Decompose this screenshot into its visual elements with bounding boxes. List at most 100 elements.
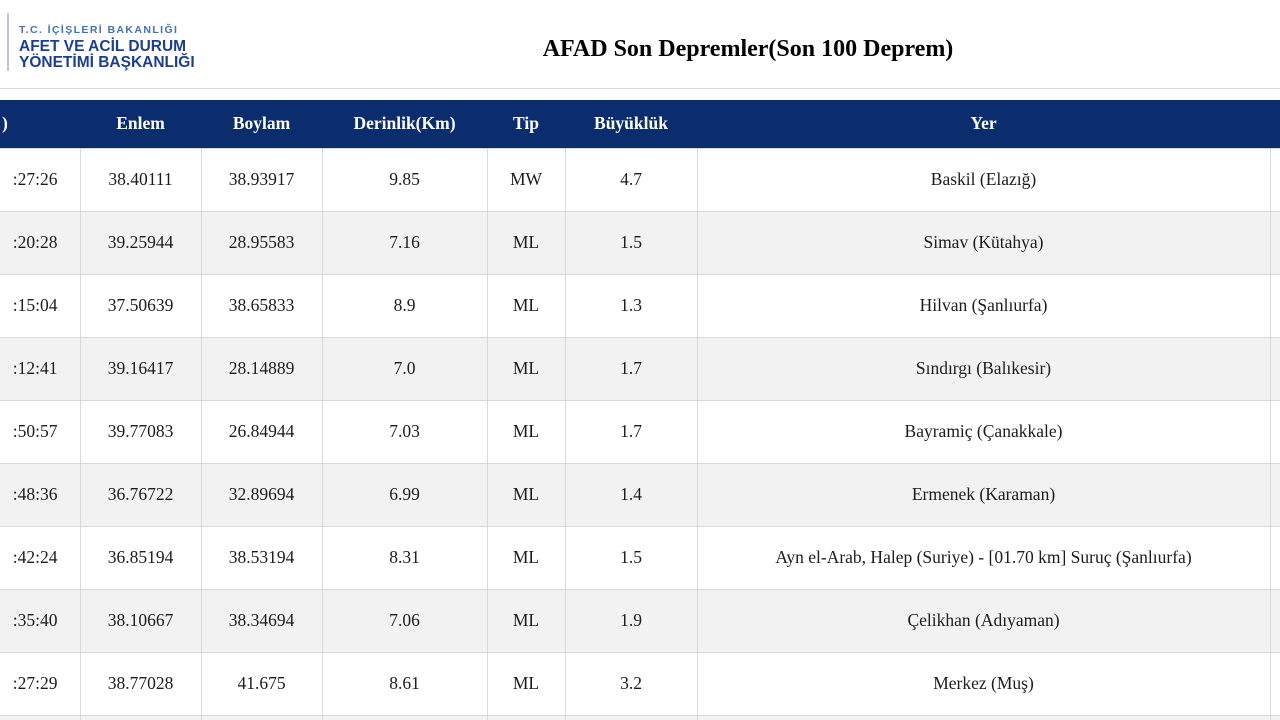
logo-text: T.C. İÇİŞLERİ BAKANLIĞI AFET VE ACİL DUR…: [19, 13, 195, 71]
table-header-row: ) Enlem Boylam Derinlik(Km) Tip Büyüklük…: [0, 100, 1280, 148]
cell-derinlik: 9.85: [321, 147, 488, 212]
cell-time-fragment: [0, 714, 81, 720]
cell-tip: ML: [486, 651, 566, 716]
cell-boylam: 41.675: [200, 651, 323, 716]
cell-buyukluk: 3.2: [564, 651, 698, 716]
cell-buyukluk: 1.3: [564, 273, 698, 338]
cell-buyukluk: 1.5: [564, 525, 698, 590]
cell-overflow: [1269, 210, 1280, 275]
cell-overflow: [1269, 651, 1280, 716]
cell-derinlik: 8.31: [321, 525, 488, 590]
cell-enlem: 39.25944: [79, 210, 202, 275]
cell-buyukluk: 1.7: [564, 336, 698, 401]
logo-agency-line-2: YÖNETİMİ BAŞKANLIĞI: [19, 54, 195, 71]
cell-yer: Sındırgı (Balıkesir): [696, 336, 1271, 401]
cell-overflow: [1269, 588, 1280, 653]
table-body: :27:26 38.40111 38.93917 9.85 MW 4.7 Baskil (E…: [0, 147, 1280, 720]
cell-time-fragment: :35:40: [0, 588, 81, 653]
afad-logo[interactable]: T.C. İÇİŞLERİ BAKANLIĞI AFET VE ACİL DUR…: [7, 13, 195, 71]
cell-boylam: 26.84944: [200, 399, 323, 464]
cell-time-fragment: :15:04: [0, 273, 81, 338]
col-header-enlem: Enlem: [116, 113, 165, 134]
cell-overflow: [1269, 147, 1280, 212]
table-header: ) Enlem Boylam Derinlik(Km) Tip Büyüklük…: [0, 100, 1280, 148]
cell-tip: ML: [486, 210, 566, 275]
cell-tip: ML: [486, 273, 566, 338]
header-divider-rule: [0, 88, 1280, 89]
cell-yer: Simav (Kütahya): [696, 210, 1271, 275]
cell-time-fragment: :20:28: [0, 210, 81, 275]
cell-enlem: 37.50639: [79, 273, 202, 338]
col-header-tip: Tip: [513, 113, 539, 134]
cell-derinlik: [321, 714, 488, 720]
earthquake-table-container: ) Enlem Boylam Derinlik(Km) Tip Büyüklük…: [0, 100, 1280, 720]
cell-enlem: 38.40111: [79, 147, 202, 212]
table-row: :27:26 38.40111 38.93917 9.85 MW 4.7 Baskil (E…: [0, 147, 1280, 212]
cell-boylam: 38.53194: [200, 525, 323, 590]
cell-derinlik: 7.0: [321, 336, 488, 401]
cell-enlem: 36.76722: [79, 462, 202, 527]
cell-tip: MW: [486, 147, 566, 212]
cell-buyukluk: 1.5: [564, 210, 698, 275]
cell-boylam: [200, 714, 323, 720]
cell-yer: Bayramiç (Çanakkale): [696, 399, 1271, 464]
cell-buyukluk: 4.7: [564, 147, 698, 212]
cell-derinlik: 8.61: [321, 651, 488, 716]
table-row: :15:04 37.50639 38.65833 8.9 ML 1.3 Hilvan (Şa…: [0, 273, 1280, 338]
table-row: :42:24 36.85194 38.53194 8.31 ML 1.5 Ayn el-Ar…: [0, 525, 1280, 590]
cell-time-fragment: :50:57: [0, 399, 81, 464]
table-row: :12:41 39.16417 28.14889 7.0 ML 1.7 Sındırgı (…: [0, 336, 1280, 401]
cell-boylam: 32.89694: [200, 462, 323, 527]
cell-yer: Ayn el-Arab, Halep (Suriye) - [01.70 km]…: [696, 525, 1271, 590]
table-row: :27:29 38.77028 41.675 8.61 ML 3.2 Merkez (Muş…: [0, 651, 1280, 716]
cell-enlem: 39.77083: [79, 399, 202, 464]
cell-yer: Baskil (Elazığ): [696, 147, 1271, 212]
table-row: :48:36 36.76722 32.89694 6.99 ML 1.4 Ermenek (…: [0, 462, 1280, 527]
cell-buyukluk: 1.9: [564, 588, 698, 653]
col-header-derinlik: Derinlik(Km): [353, 113, 456, 134]
logo-ministry-line: T.C. İÇİŞLERİ BAKANLIĞI: [19, 24, 179, 36]
cell-time-fragment: :27:26: [0, 147, 81, 212]
logo-divider: [7, 13, 9, 71]
logo-agency-line-1: AFET VE ACİL DURUM: [19, 38, 187, 55]
table-row: :20:28 39.25944 28.95583 7.16 ML 1.5 Simav (Kü…: [0, 210, 1280, 275]
cell-time-fragment: :48:36: [0, 462, 81, 527]
cell-overflow: [1269, 399, 1280, 464]
cell-derinlik: 7.06: [321, 588, 488, 653]
cell-yer: [696, 714, 1271, 720]
cell-tip: ML: [486, 399, 566, 464]
col-header-yer: Yer: [970, 113, 997, 134]
cell-overflow: [1269, 336, 1280, 401]
cell-overflow: [1269, 525, 1280, 590]
cell-boylam: 38.34694: [200, 588, 323, 653]
cell-enlem: [79, 714, 202, 720]
cell-tip: ML: [486, 588, 566, 653]
col-header-time-fragment: ): [2, 113, 8, 134]
col-header-overflow: [1270, 100, 1280, 148]
cell-overflow: [1269, 273, 1280, 338]
cell-tip: ML: [486, 336, 566, 401]
table-row: :35:40 38.10667 38.34694 7.06 ML 1.9 Çelikhan …: [0, 588, 1280, 653]
cell-buyukluk: 1.4: [564, 462, 698, 527]
cell-derinlik: 6.99: [321, 462, 488, 527]
cell-buyukluk: [564, 714, 698, 720]
table-row: :50:57 39.77083 26.84944 7.03 ML 1.7 Bayramiç …: [0, 399, 1280, 464]
cell-derinlik: 7.03: [321, 399, 488, 464]
cell-time-fragment: :27:29: [0, 651, 81, 716]
cell-derinlik: 8.9: [321, 273, 488, 338]
page-title: AFAD Son Depremler(Son 100 Deprem): [542, 36, 954, 62]
cell-tip: ML: [486, 462, 566, 527]
col-header-buyukluk: Büyüklük: [594, 113, 668, 134]
cell-time-fragment: :42:24: [0, 525, 81, 590]
table-row: [0, 714, 1280, 720]
cell-boylam: 38.65833: [200, 273, 323, 338]
cell-enlem: 39.16417: [79, 336, 202, 401]
cell-yer: Merkez (Muş): [696, 651, 1271, 716]
earthquake-table: ) Enlem Boylam Derinlik(Km) Tip Büyüklük…: [0, 100, 1280, 720]
cell-buyukluk: 1.7: [564, 399, 698, 464]
cell-yer: Çelikhan (Adıyaman): [696, 588, 1271, 653]
cell-yer: Ermenek (Karaman): [696, 462, 1271, 527]
cell-boylam: 38.93917: [200, 147, 323, 212]
cell-overflow: [1269, 462, 1280, 527]
cell-enlem: 38.10667: [79, 588, 202, 653]
